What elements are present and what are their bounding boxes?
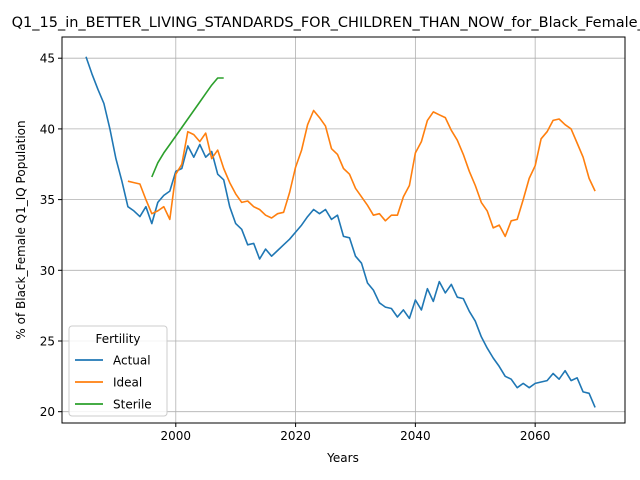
- x-tick-label: 2020: [280, 429, 311, 443]
- legend-label-actual: Actual: [113, 354, 151, 368]
- y-axis-ticks: 20 25 30 35 40 45: [40, 52, 62, 419]
- chart-title: Q1_15_in_BETTER_LIVING_STANDARDS_FOR_CHI…: [12, 15, 640, 31]
- legend-box: [68, 325, 168, 417]
- x-tick-label: 2060: [520, 429, 551, 443]
- legend-title: Fertility: [95, 332, 140, 346]
- y-tick-label: 40: [40, 122, 55, 136]
- y-axis-label: % of Black_Female Q1_IQ Population: [14, 120, 28, 339]
- legend-label-sterile: Sterile: [113, 398, 152, 412]
- y-tick-label: 45: [40, 52, 55, 66]
- x-tick-label: 2040: [400, 429, 431, 443]
- y-tick-label: 25: [40, 334, 55, 348]
- plot-lines: [85, 56, 596, 408]
- x-axis-ticks: 2000 2020 2040 2060: [161, 423, 551, 443]
- series-line-sterile: [151, 77, 224, 178]
- y-tick-label: 35: [40, 193, 55, 207]
- legend-label-ideal: Ideal: [113, 376, 142, 390]
- y-tick-label: 30: [40, 264, 55, 278]
- x-tick-label: 2000: [161, 429, 192, 443]
- x-axis-label: Years: [326, 451, 359, 465]
- y-tick-label: 20: [40, 405, 55, 419]
- plot-frame: [61, 36, 626, 424]
- series-line-actual: [85, 56, 596, 408]
- legend: Fertility Actual Ideal Sterile: [68, 325, 168, 417]
- series-line-ideal: [127, 109, 596, 238]
